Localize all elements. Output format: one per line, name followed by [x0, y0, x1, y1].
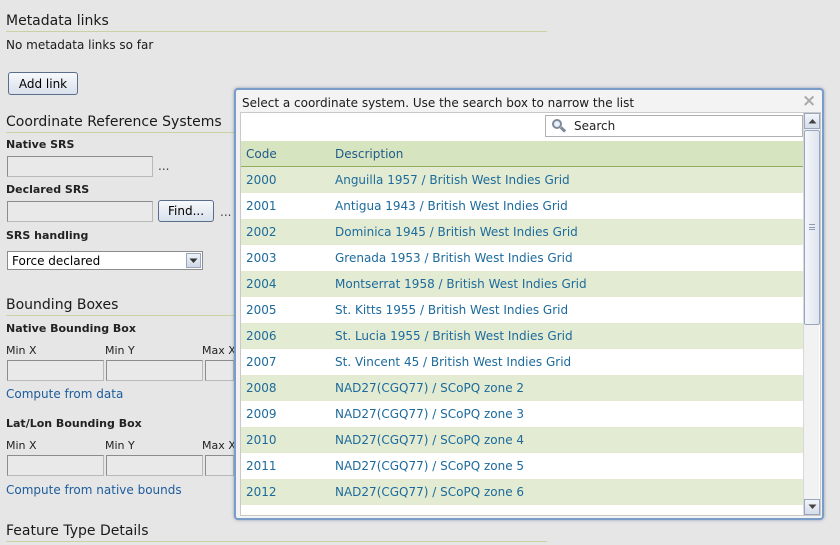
table-row[interactable]: 2004 Montserrat 1958 / British West Indie…: [241, 271, 804, 297]
column-header-code[interactable]: Code: [246, 146, 277, 161]
row-description[interactable]: Grenada 1953 / British West Indies Grid: [335, 251, 573, 265]
row-code[interactable]: 2012: [246, 485, 277, 499]
native-bbox-label: Native Bounding Box: [6, 322, 136, 335]
latlon-max-x-label: Max X: [202, 439, 236, 452]
row-description[interactable]: Anguilla 1957 / British West Indies Grid: [335, 173, 570, 187]
search-placeholder: Search: [574, 119, 616, 133]
row-description[interactable]: St. Lucia 1955 / British West Indies Gri…: [335, 329, 573, 343]
row-code[interactable]: 2010: [246, 433, 277, 447]
row-description[interactable]: NAD27(CGQ77) / SCoPQ zone 3: [335, 407, 525, 421]
table-row[interactable]: 2005 St. Kitts 1955 / British West Indies…: [241, 297, 804, 323]
table-row[interactable]: 2011 NAD27(CGQ77) / SCoPQ zone 5: [241, 453, 804, 479]
scroll-up-icon[interactable]: [804, 113, 820, 129]
declared-srs-label: Declared SRS: [6, 183, 90, 196]
table-row[interactable]: 2001 Antigua 1943 / British West Indies G…: [241, 193, 804, 219]
row-code[interactable]: 2002: [246, 225, 277, 239]
scrollbar-thumb[interactable]: [804, 130, 820, 325]
row-description[interactable]: St. Vincent 45 / British West Indies Gri…: [335, 355, 572, 369]
metadata-links-title: Metadata links: [6, 13, 109, 29]
row-code[interactable]: 2011: [246, 459, 277, 473]
section-divider: [6, 31, 547, 32]
row-code[interactable]: 2001: [246, 199, 277, 213]
native-srs-field[interactable]: [7, 156, 153, 177]
find-srs-button[interactable]: Find...: [158, 200, 214, 222]
table-row[interactable]: 2006 St. Lucia 1955 / British West Indies…: [241, 323, 804, 349]
row-code[interactable]: 2004: [246, 277, 277, 291]
row-description[interactable]: NAD27(CGQ77) / SCoPQ zone 6: [335, 485, 525, 499]
declared-srs-suffix: ...: [220, 205, 232, 219]
srs-handling-select[interactable]: Force declared: [7, 251, 203, 270]
latlon-min-x-field[interactable]: [7, 455, 104, 476]
table-row[interactable]: 2009 NAD27(CGQ77) / SCoPQ zone 3: [241, 401, 804, 427]
row-description[interactable]: NAD27(CGQ77) / SCoPQ zone 2: [335, 381, 525, 395]
table-row[interactable]: 2000 Anguilla 1957 / British West Indies …: [241, 167, 804, 193]
native-min-y-label: Min Y: [105, 344, 135, 357]
table-body: 2000 Anguilla 1957 / British West Indies …: [241, 167, 804, 505]
native-min-y-field[interactable]: [106, 360, 203, 381]
srs-picker-dialog: Select a coordinate system. Use the sear…: [234, 88, 824, 520]
row-code[interactable]: 2006: [246, 329, 277, 343]
latlon-bbox-label: Lat/Lon Bounding Box: [6, 417, 142, 430]
row-description[interactable]: Dominica 1945 / British West Indies Grid: [335, 225, 578, 239]
latlon-min-y-field[interactable]: [106, 455, 203, 476]
declared-srs-field[interactable]: [7, 201, 153, 222]
row-description[interactable]: NAD27(CGQ77) / SCoPQ zone 5: [335, 459, 525, 473]
row-description[interactable]: NAD27(CGQ77) / SCoPQ zone 4: [335, 433, 525, 447]
table-row[interactable]: 2010 NAD27(CGQ77) / SCoPQ zone 4: [241, 427, 804, 453]
row-description[interactable]: St. Kitts 1955 / British West Indies Gri…: [335, 303, 569, 317]
row-code[interactable]: 2003: [246, 251, 277, 265]
scroll-down-icon[interactable]: [804, 499, 820, 515]
section-divider: [6, 132, 236, 133]
row-code[interactable]: 2007: [246, 355, 277, 369]
compute-from-native-link[interactable]: Compute from native bounds: [6, 483, 182, 497]
column-header-description[interactable]: Description: [335, 146, 404, 161]
row-code[interactable]: 2005: [246, 303, 277, 317]
no-metadata-text: No metadata links so far: [6, 38, 154, 52]
row-description[interactable]: Montserrat 1958 / British West Indies Gr…: [335, 277, 587, 291]
latlon-max-x-field[interactable]: [205, 455, 234, 476]
table-row[interactable]: 2003 Grenada 1953 / British West Indies G…: [241, 245, 804, 271]
bounding-boxes-title: Bounding Boxes: [6, 297, 119, 313]
row-code[interactable]: 2000: [246, 173, 277, 187]
native-min-x-field[interactable]: [7, 360, 104, 381]
crs-title: Coordinate Reference Systems: [6, 114, 222, 130]
vertical-scrollbar[interactable]: [803, 113, 820, 515]
search-icon: [550, 118, 568, 134]
feature-type-details-title: Feature Type Details: [6, 523, 149, 539]
table-row[interactable]: 2012 NAD27(CGQ77) / SCoPQ zone 6: [241, 479, 804, 505]
native-srs-suffix: ...: [158, 159, 170, 173]
chevron-down-icon[interactable]: [186, 253, 201, 268]
srs-handling-value: Force declared: [12, 253, 101, 268]
table-row[interactable]: 2002 Dominica 1945 / British West Indies …: [241, 219, 804, 245]
native-srs-label: Native SRS: [6, 138, 75, 151]
grip-icon: [809, 224, 815, 230]
section-divider: [6, 315, 236, 316]
native-min-x-label: Min X: [6, 344, 37, 357]
table-row[interactable]: 2008 NAD27(CGQ77) / SCoPQ zone 2: [241, 375, 804, 401]
dialog-title: Select a coordinate system. Use the sear…: [242, 96, 635, 110]
latlon-min-y-label: Min Y: [105, 439, 135, 452]
row-code[interactable]: 2009: [246, 407, 277, 421]
compute-from-data-link[interactable]: Compute from data: [6, 387, 124, 401]
row-code[interactable]: 2008: [246, 381, 277, 395]
table-header: Code Description: [241, 141, 804, 167]
add-link-button[interactable]: Add link: [8, 72, 78, 95]
native-max-x-label: Max X: [202, 344, 236, 357]
latlon-min-x-label: Min X: [6, 439, 37, 452]
srs-grid: Search Code Description 2000 Anguilla 195…: [240, 112, 821, 516]
search-bar: Search: [241, 113, 804, 141]
native-max-x-field[interactable]: [205, 360, 234, 381]
close-icon[interactable]: ×: [802, 91, 817, 111]
search-input[interactable]: Search: [545, 115, 803, 137]
section-divider: [6, 541, 547, 542]
row-description[interactable]: Antigua 1943 / British West Indies Grid: [335, 199, 568, 213]
srs-handling-label: SRS handling: [6, 229, 89, 242]
table-row[interactable]: 2007 St. Vincent 45 / British West Indies…: [241, 349, 804, 375]
